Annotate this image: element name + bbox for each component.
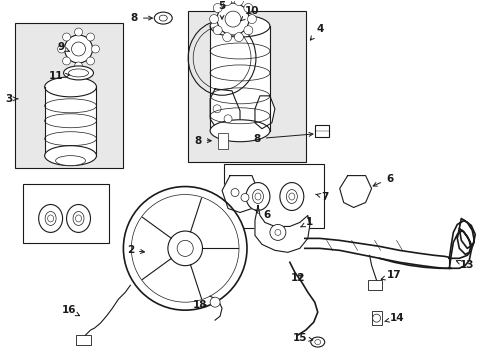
Circle shape [123, 186, 246, 310]
Polygon shape [254, 96, 274, 129]
Bar [22, 184, 109, 243]
Bar [371, 311, 381, 325]
Ellipse shape [245, 183, 269, 211]
Bar [314, 125, 328, 137]
Ellipse shape [254, 193, 261, 200]
Bar [44, 87, 96, 156]
Circle shape [372, 314, 380, 322]
Polygon shape [222, 176, 258, 212]
Text: 7: 7 [315, 192, 328, 202]
Bar [210, 26, 269, 131]
Text: 6: 6 [255, 210, 270, 220]
Circle shape [209, 15, 218, 23]
Ellipse shape [159, 15, 167, 21]
Text: 17: 17 [381, 270, 401, 280]
Bar [75, 335, 91, 345]
Ellipse shape [44, 77, 96, 97]
Circle shape [131, 194, 239, 302]
Ellipse shape [75, 215, 81, 222]
Circle shape [247, 15, 256, 23]
Circle shape [213, 4, 222, 13]
Ellipse shape [286, 190, 297, 203]
Ellipse shape [210, 120, 269, 142]
Text: 9: 9 [57, 42, 69, 52]
Circle shape [241, 194, 248, 202]
Text: 8: 8 [194, 136, 211, 146]
Text: 12: 12 [290, 273, 305, 283]
Text: 15: 15 [292, 333, 312, 343]
Circle shape [177, 240, 193, 256]
Text: 13: 13 [455, 260, 473, 270]
Text: 3: 3 [5, 94, 18, 104]
Bar [188, 11, 305, 162]
Ellipse shape [66, 204, 90, 233]
Polygon shape [210, 89, 240, 133]
Circle shape [244, 4, 252, 13]
Circle shape [222, 0, 231, 5]
Circle shape [213, 26, 222, 35]
Ellipse shape [47, 215, 54, 222]
Circle shape [62, 57, 70, 65]
Circle shape [62, 33, 70, 41]
Text: 18: 18 [192, 300, 207, 310]
Circle shape [71, 42, 85, 56]
Bar [218, 133, 227, 149]
Circle shape [244, 26, 252, 35]
Ellipse shape [63, 66, 93, 80]
Text: 14: 14 [384, 313, 404, 323]
Polygon shape [339, 176, 371, 207]
Ellipse shape [73, 211, 84, 225]
Text: 6: 6 [372, 174, 392, 186]
Circle shape [230, 189, 239, 197]
Circle shape [224, 11, 241, 27]
Circle shape [217, 3, 248, 35]
Ellipse shape [154, 12, 172, 24]
Text: 1: 1 [300, 217, 313, 228]
Circle shape [234, 0, 243, 5]
Circle shape [222, 33, 231, 42]
Circle shape [74, 62, 82, 70]
Text: 11: 11 [48, 71, 69, 81]
Circle shape [269, 224, 285, 240]
Circle shape [86, 33, 94, 41]
Text: 8: 8 [253, 132, 312, 144]
Circle shape [74, 28, 82, 36]
Ellipse shape [45, 211, 56, 225]
Circle shape [167, 231, 202, 266]
Text: 8: 8 [130, 13, 152, 23]
Ellipse shape [68, 69, 88, 77]
Ellipse shape [288, 193, 294, 200]
Text: 10: 10 [240, 6, 259, 21]
Circle shape [58, 45, 65, 53]
Ellipse shape [314, 339, 320, 345]
Circle shape [86, 57, 94, 65]
Ellipse shape [252, 190, 263, 203]
Text: 5: 5 [218, 1, 225, 19]
Circle shape [64, 35, 92, 63]
Circle shape [213, 105, 221, 113]
Polygon shape [254, 206, 309, 252]
Text: 16: 16 [61, 305, 80, 316]
Ellipse shape [310, 337, 324, 347]
Ellipse shape [279, 183, 303, 211]
Circle shape [224, 115, 232, 123]
Circle shape [274, 229, 280, 235]
Ellipse shape [39, 204, 62, 233]
Bar [15, 23, 123, 168]
Ellipse shape [44, 146, 96, 166]
Ellipse shape [56, 156, 85, 166]
Text: 4: 4 [310, 24, 323, 40]
Bar [367, 280, 381, 290]
Circle shape [210, 297, 220, 307]
Ellipse shape [210, 15, 269, 37]
Text: 2: 2 [126, 246, 144, 255]
Circle shape [234, 33, 243, 42]
Bar [224, 164, 323, 229]
Circle shape [91, 45, 99, 53]
